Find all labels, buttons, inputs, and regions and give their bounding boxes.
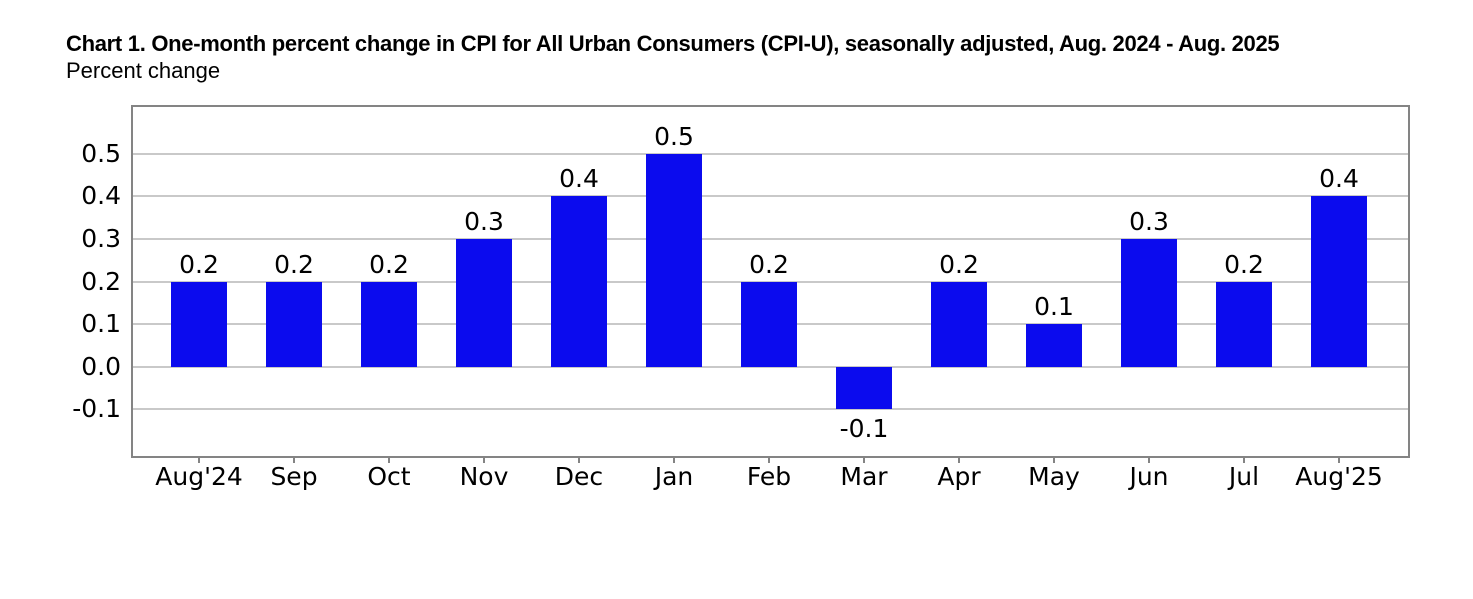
bar-value-label: 0.3	[1129, 206, 1169, 236]
bar-value-label: 0.5	[654, 121, 694, 151]
bar-Dec	[551, 196, 607, 367]
x-tick-label: Jul	[1228, 462, 1260, 491]
gridline	[133, 408, 1408, 411]
x-tick-mark	[483, 458, 485, 463]
x-tick-mark	[578, 458, 580, 463]
x-tick-mark	[388, 458, 390, 463]
chart-subtitle-percent-change: Percent change	[66, 58, 221, 83]
bar-value-label: 0.2	[939, 249, 979, 279]
bar-value-label: 0.2	[274, 249, 314, 279]
bar-Apr	[931, 281, 987, 367]
bar-value-label: 0.4	[1319, 164, 1359, 194]
x-tick-mark	[768, 458, 770, 463]
bar-Aug'25	[1311, 196, 1367, 367]
y-tick-label: 0.0	[81, 351, 121, 381]
x-tick-label: Aug'24	[155, 462, 243, 491]
bar-Jul	[1216, 281, 1272, 367]
x-tick-label: Feb	[746, 462, 792, 491]
x-tick-label: Jan	[654, 462, 694, 491]
x-tick-mark	[198, 458, 200, 463]
x-tick-mark	[863, 458, 865, 463]
x-tick-mark	[1053, 458, 1055, 463]
bar-Jun	[1121, 238, 1177, 367]
chart-header: Chart 1. One-month percent change in CPI…	[66, 30, 1280, 84]
bar-Feb	[741, 281, 797, 367]
x-tick-mark	[293, 458, 295, 463]
x-tick-label: Oct	[367, 462, 411, 491]
bar-Aug'24	[171, 281, 227, 367]
bar-Nov	[456, 238, 512, 367]
x-tick-label: Dec	[554, 462, 604, 491]
bar-value-label: -0.1	[839, 414, 889, 444]
bar-value-label: 0.2	[749, 249, 789, 279]
y-tick-label: 0.4	[81, 181, 121, 211]
y-tick-label: 0.2	[81, 266, 121, 296]
x-tick-mark	[1148, 458, 1150, 463]
x-tick-mark	[958, 458, 960, 463]
x-tick-label: Jun	[1129, 462, 1169, 491]
bar-value-label: 0.3	[464, 206, 504, 236]
gridline	[133, 152, 1408, 155]
bar-May	[1026, 324, 1082, 367]
bar-Oct	[361, 281, 417, 367]
y-tick-label: 0.3	[81, 223, 121, 253]
x-tick-label: Apr	[937, 462, 981, 491]
bar-value-label: 0.2	[179, 249, 219, 279]
x-tick-label: Sep	[270, 462, 318, 491]
bar-value-label: 0.4	[559, 164, 599, 194]
x-tick-mark	[1338, 458, 1340, 463]
bar-value-label: 0.2	[1224, 249, 1264, 279]
x-tick-label: Nov	[459, 462, 509, 491]
gridline	[133, 365, 1408, 368]
gridline	[133, 237, 1408, 240]
x-tick-mark	[673, 458, 675, 463]
plot-area: 0.2 0.2 0.2 0.3 0.4 0.5 0.2 -0.1 0.2 0.1 0.3 0.2 0.4	[131, 105, 1410, 458]
bar-value-label: 0.2	[369, 249, 409, 279]
bar-Mar	[836, 366, 892, 410]
bar-value-label: 0.1	[1034, 292, 1074, 322]
bar-Sep	[266, 281, 322, 367]
chart-title: Chart 1. One-month percent change in CPI…	[66, 31, 1280, 56]
x-tick-mark	[1243, 458, 1245, 463]
y-tick-label: 0.5	[81, 138, 121, 168]
x-tick-label: May	[1028, 462, 1080, 491]
y-tick-label: 0.1	[81, 309, 121, 339]
gridline	[133, 195, 1408, 198]
x-tick-label: Aug'25	[1295, 462, 1383, 491]
y-tick-label: -0.1	[72, 394, 121, 424]
bar-Jan	[646, 153, 702, 367]
x-tick-label: Mar	[840, 462, 888, 491]
